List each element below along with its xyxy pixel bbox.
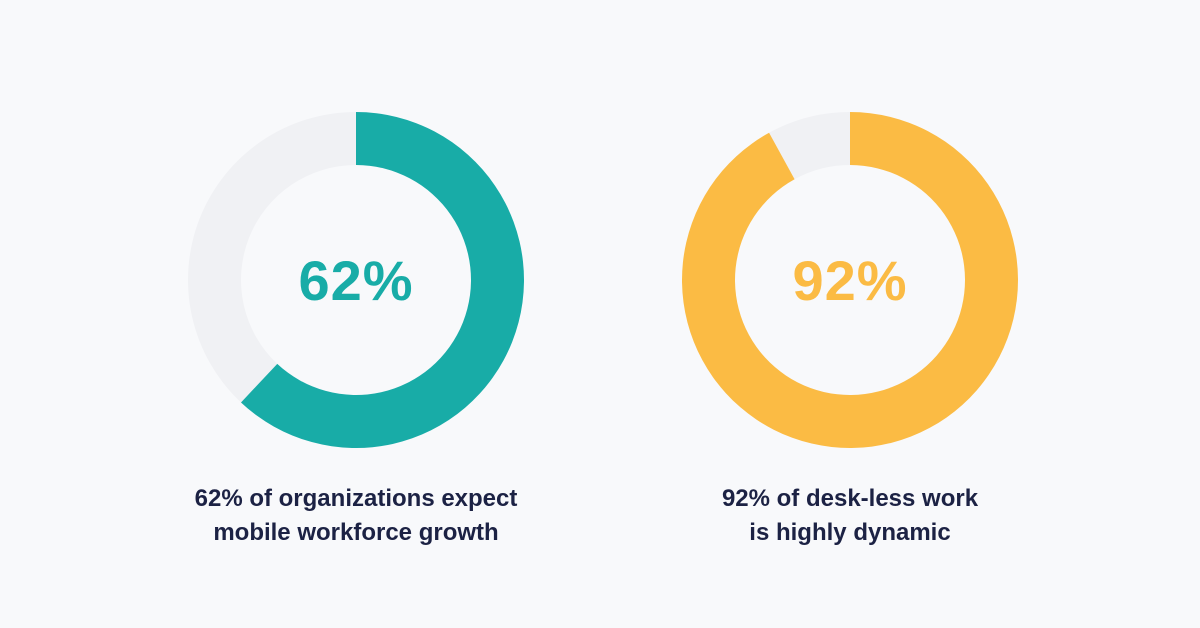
donut-remainder-slice xyxy=(187,112,356,403)
donut-svg-deskless-work xyxy=(682,112,1018,448)
chart-caption: 62% of organizations expect mobile workf… xyxy=(56,482,656,550)
donut-center-value: 92% xyxy=(792,248,908,312)
caption-line-1: 92% of desk-less work xyxy=(721,485,979,512)
donut-value-slice xyxy=(682,112,1018,448)
caption-line-2: is highly dynamic xyxy=(749,519,951,546)
donut-svg-organizations xyxy=(187,112,524,448)
caption-line-1: 62% of organizations expect xyxy=(194,485,518,512)
chart-caption: 92% of desk-less work is highly dynamic xyxy=(550,482,1150,550)
donut-chart-organizations: 62% xyxy=(187,112,524,448)
donut-center-value: 62% xyxy=(298,248,414,312)
caption-line-2: mobile workforce growth xyxy=(213,519,499,546)
donut-chart-deskless-work: 92% xyxy=(682,112,1018,448)
chart-panel-deskless-work: 92% 92% of desk-less work is highly dyna… xyxy=(600,0,1200,628)
donut-remainder-slice xyxy=(769,112,850,180)
chart-panel-organizations: 62% 62% of organizations expect mobile w… xyxy=(187,112,524,546)
donut-value-slice xyxy=(240,112,524,448)
